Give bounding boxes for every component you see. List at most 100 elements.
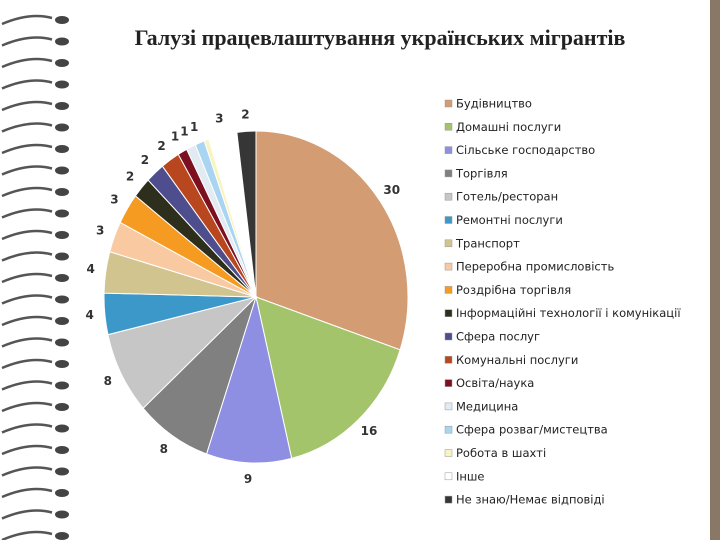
legend-label: Освіта/наука (456, 376, 534, 390)
data-label: 2 (141, 153, 149, 167)
legend-swatch (444, 123, 453, 131)
legend-swatch (444, 472, 453, 481)
ring (1, 100, 53, 112)
data-label: 2 (157, 139, 165, 153)
ring (1, 509, 53, 520)
legend-swatch (444, 286, 453, 294)
legend-label: Торгівля (455, 166, 508, 180)
ring (1, 294, 53, 305)
hole (55, 123, 69, 132)
hole (55, 295, 69, 304)
hole (55, 489, 69, 497)
hole (55, 381, 69, 390)
data-label: 3 (215, 111, 223, 125)
hole (55, 510, 69, 519)
ring (1, 79, 53, 90)
ring (1, 36, 53, 47)
pie-slice (205, 295, 293, 464)
legend-label: Не знаю/Немає відповіді (456, 493, 605, 507)
legend-label: Робота в шахті (456, 446, 546, 460)
data-label: 9 (244, 472, 252, 486)
legend-label: Інформаційні технології і комунікації (456, 306, 681, 320)
hole (55, 403, 69, 411)
legend-label: Транспорт (455, 236, 520, 250)
binding (1, 14, 69, 542)
ring (1, 423, 53, 434)
legend-swatch (444, 216, 453, 224)
hole (55, 317, 69, 325)
legend-label: Сфера послуг (456, 330, 540, 344)
pie-slice (236, 130, 257, 298)
legend-swatch (444, 192, 453, 201)
legend-swatch (444, 169, 453, 178)
legend-label: Комунальні послуги (456, 353, 578, 367)
hole (55, 188, 69, 196)
ring (1, 143, 53, 155)
hole (55, 532, 69, 540)
ring (1, 444, 53, 456)
hole (55, 102, 69, 110)
ring (1, 57, 53, 69)
legend-swatch (444, 239, 453, 248)
hole (55, 80, 69, 89)
legend-swatch (444, 99, 453, 108)
legend-swatch (444, 309, 453, 317)
ring (1, 186, 53, 198)
legend-swatch (444, 495, 453, 504)
legend-label: Переробна промисловість (456, 260, 614, 274)
ring (1, 380, 53, 391)
data-label: 8 (104, 374, 112, 388)
ring (1, 14, 53, 26)
hole (55, 59, 69, 67)
legend-label: Інше (456, 469, 485, 483)
legend-swatch (444, 332, 453, 341)
data-label: 4 (86, 262, 94, 276)
legend-label: Медицина (456, 399, 518, 413)
data-label: 30 (383, 183, 400, 197)
ring (1, 487, 53, 499)
ring (1, 165, 53, 176)
legend-swatch (444, 262, 453, 271)
ring (1, 272, 53, 284)
hole (55, 252, 69, 261)
legend-label: Ремонтні послуги (456, 213, 563, 227)
ring (1, 122, 53, 133)
legend-label: Домашні послуги (456, 120, 561, 134)
ring (1, 530, 53, 542)
data-label: 8 (160, 442, 168, 456)
hole (55, 16, 69, 24)
data-label: 16 (361, 424, 378, 438)
ring (1, 401, 53, 413)
hole (55, 338, 69, 347)
data-label: 3 (110, 192, 118, 206)
data-label: 1 (171, 130, 179, 144)
ring (1, 358, 53, 370)
pie-slice (255, 296, 401, 459)
data-label: 2 (126, 169, 134, 183)
ring (1, 208, 53, 219)
data-label: 1 (190, 120, 198, 134)
data-label: 2 (241, 107, 249, 121)
hole (55, 145, 69, 153)
legend-swatch (444, 146, 453, 154)
legend-label: Сільське господарство (456, 143, 595, 157)
legend-swatch (444, 449, 453, 457)
legend-label: Сфера розваг/мистецтва (456, 423, 608, 437)
data-label: 1 (180, 124, 188, 138)
legend-swatch (444, 379, 453, 387)
hole (55, 166, 69, 175)
legend-label: Будівництво (456, 97, 532, 111)
legend-swatch (444, 402, 453, 411)
chart-title: Галузі працевлаштування українських мігр… (135, 25, 626, 50)
legend-swatch (444, 356, 453, 364)
ring (1, 315, 53, 327)
hole (55, 467, 69, 476)
ring (1, 337, 53, 348)
legend-label: Готель/ресторан (456, 190, 558, 204)
hole (55, 37, 69, 46)
ring (1, 251, 53, 262)
legend-label: Роздрібна торгівля (456, 283, 571, 297)
data-label: 3 (96, 223, 104, 237)
